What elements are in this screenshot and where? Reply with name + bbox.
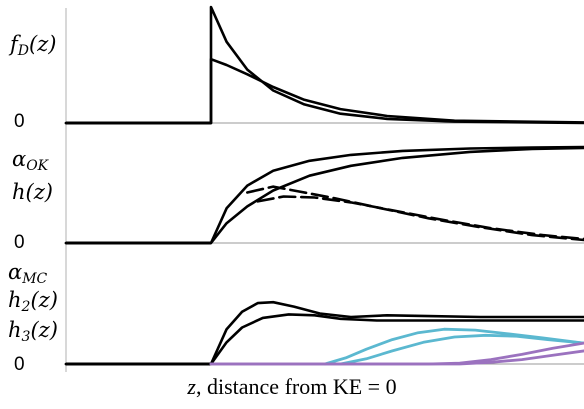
ylabel-f-arg: (z) (29, 32, 57, 56)
panel-top-ylabel: fD(z) (10, 32, 57, 59)
panel-1-series-3 (256, 195, 584, 241)
ylabel-alpha-mc-subscript: MC (22, 271, 48, 287)
panel-2-series-4 (209, 341, 584, 366)
ylabel-alpha-subscript: OK (26, 158, 49, 174)
panel-bottom-ylabel-h2: h2(z) (8, 288, 58, 315)
panel-middle-ylabel-h: h(z) (12, 180, 53, 204)
panel-bottom-zero-label: 0 (14, 354, 25, 375)
x-axis-label: z, distance from KE = 0 (0, 374, 584, 400)
panel-middle-zero-label: 0 (14, 232, 25, 253)
panel-2-series-5 (209, 349, 584, 366)
panel-2-series-3 (339, 333, 584, 366)
ylabel-h2-arg: (z) (30, 288, 58, 312)
ylabel-alpha: α (12, 147, 27, 171)
ylabel-h2-subscript: 2 (21, 299, 31, 315)
ylabel-h2: h (8, 288, 22, 312)
x-axis-label-z: z (187, 374, 196, 399)
panel-0-series-1 (64, 57, 584, 125)
panel-1-series-1 (64, 146, 584, 245)
ylabel-f: f (10, 32, 18, 56)
panel-1-series-0 (64, 145, 584, 245)
ylabel-h3: h (8, 318, 22, 342)
x-axis-label-text: , distance from KE = 0 (195, 374, 397, 399)
panel-1-series-2 (246, 185, 584, 242)
panel-middle-ylabel-alpha: αOK (12, 147, 48, 174)
panel-bottom-ylabel-h3: h3(z) (8, 318, 58, 345)
panel-top-zero-label: 0 (14, 111, 25, 132)
ylabel-f-subscript: D (17, 43, 30, 59)
ylabel-h3-arg: (z) (30, 318, 58, 342)
panel-bottom-ylabel-alpha: αMC (8, 260, 47, 287)
ylabel-h3-subscript: 3 (21, 329, 31, 345)
ylabel-alpha-mc: α (8, 260, 23, 284)
